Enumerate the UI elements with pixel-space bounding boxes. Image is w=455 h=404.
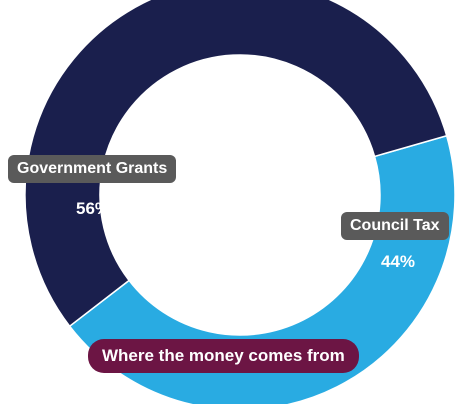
- government-grants-label: Government Grants: [8, 155, 177, 183]
- slice-government-grants: [24, 0, 448, 328]
- council-tax-label: Council Tax: [341, 212, 449, 240]
- council-tax-value: 44%: [381, 252, 416, 271]
- government-grants-value: 56%: [76, 199, 111, 218]
- chart-title: Where the money comes from: [88, 339, 359, 373]
